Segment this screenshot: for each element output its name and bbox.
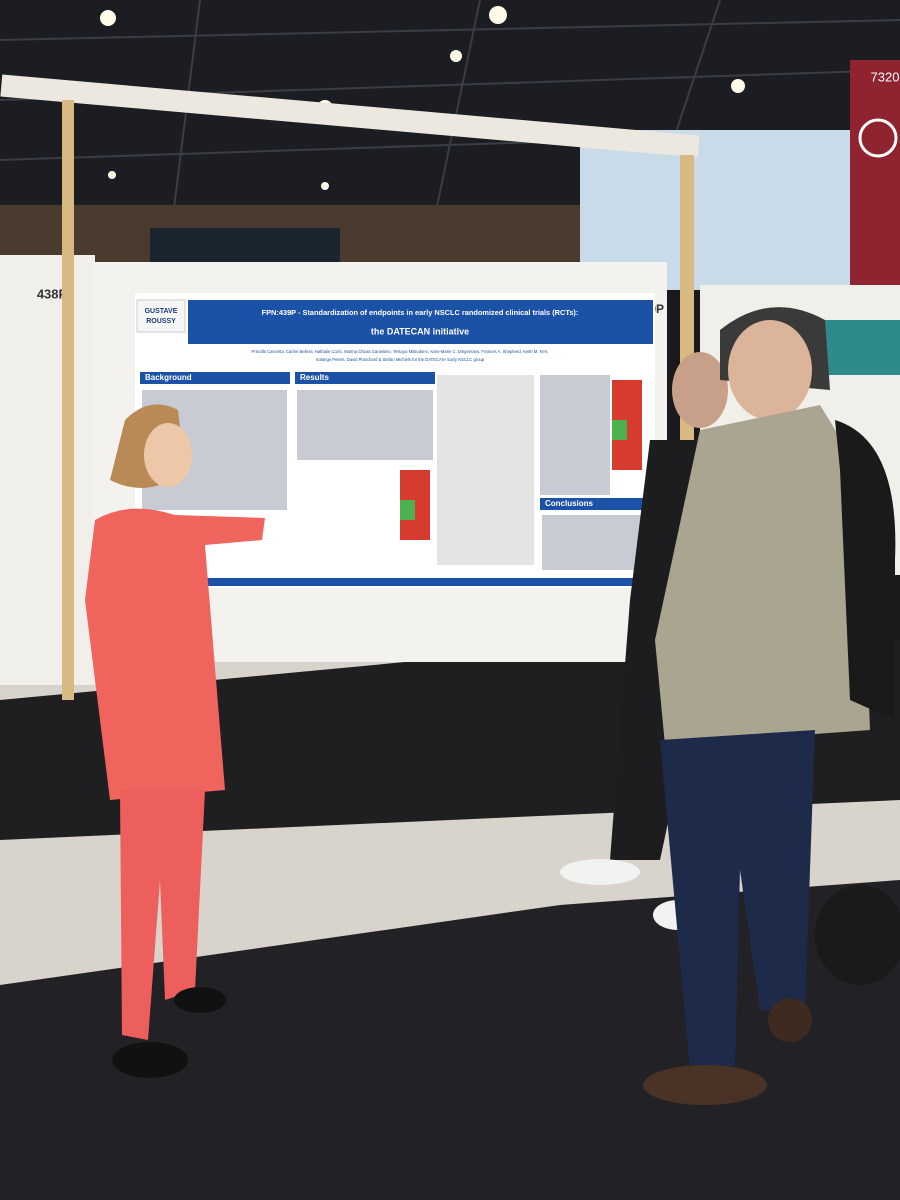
blazer <box>655 405 870 745</box>
logo-text: GUSTAVE <box>145 308 178 315</box>
poster-title: the DATECAN initiative <box>371 326 469 336</box>
face <box>144 423 192 487</box>
section-title: Results <box>300 373 329 382</box>
beam <box>0 19 900 41</box>
booth-number: 7320 <box>871 69 900 84</box>
poster-footer <box>140 578 650 586</box>
poster-authors: Solange Peters, David Planchard & Stefan… <box>316 357 485 362</box>
poster-right-header <box>820 320 900 375</box>
face <box>672 352 728 428</box>
light <box>108 171 116 179</box>
poster-authors: Priscilla Cascetta, Carine Bellera, Nath… <box>252 349 549 354</box>
section-header <box>540 498 650 510</box>
face <box>728 320 812 420</box>
light <box>731 79 745 93</box>
trousers <box>660 730 815 1070</box>
backpack <box>835 420 896 720</box>
frame-beam <box>0 74 700 158</box>
trousers <box>120 790 205 1040</box>
sneaker <box>560 859 640 885</box>
section-header <box>295 372 435 384</box>
section-title: Background <box>145 373 192 382</box>
light <box>489 6 507 24</box>
board-label: 438P <box>37 286 68 301</box>
logo-text: ROUSSY <box>146 318 176 325</box>
text-block <box>297 390 433 460</box>
section-title: Conclusions <box>545 499 594 508</box>
text-block <box>542 515 648 570</box>
blazer <box>85 508 265 800</box>
signage <box>150 228 340 268</box>
light <box>321 182 329 190</box>
booth-banner <box>850 60 900 290</box>
board-left <box>0 255 95 685</box>
shoe <box>768 998 812 1042</box>
table <box>437 375 534 565</box>
logo-box <box>136 299 186 333</box>
poster-title-bar <box>188 300 653 344</box>
shoe <box>643 1065 767 1105</box>
beam <box>169 0 201 241</box>
banner-icon <box>858 118 898 158</box>
shoe <box>174 987 226 1013</box>
section-header <box>140 372 290 384</box>
heatmap-cell <box>400 500 415 520</box>
text-block <box>540 375 610 495</box>
presenter <box>85 404 265 1078</box>
light <box>450 50 462 62</box>
carpet-front <box>0 880 900 1200</box>
poster-title: FPN:439P - Standardization of endpoints … <box>262 308 579 317</box>
visitor-front <box>643 307 896 1105</box>
heatmap-cell <box>612 420 627 440</box>
bag <box>815 885 900 985</box>
light <box>100 10 116 26</box>
post <box>62 100 74 700</box>
shoe <box>112 1042 188 1078</box>
